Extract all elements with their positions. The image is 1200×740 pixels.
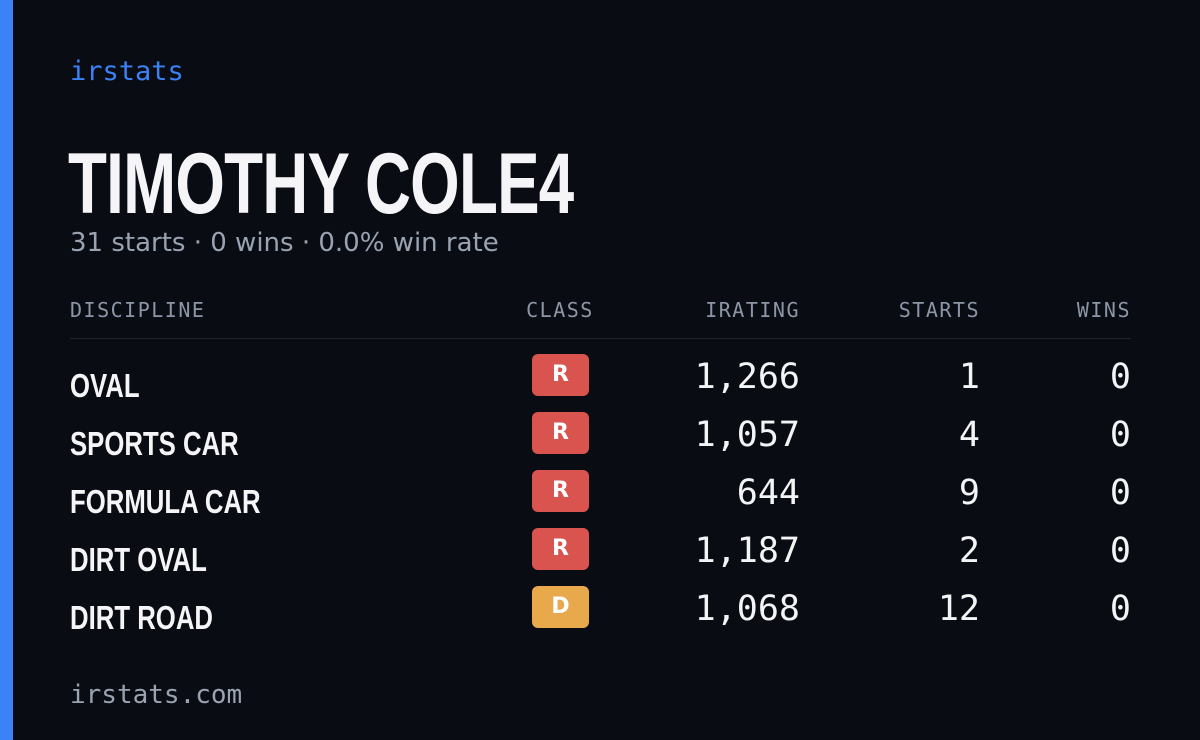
table-row: DIRT OVAL R 1,187 2 0 bbox=[70, 528, 1131, 586]
starts-value: 2 bbox=[958, 531, 980, 571]
discipline-name: FORMULA CAR bbox=[70, 483, 261, 520]
wins-value: 0 bbox=[1109, 357, 1131, 397]
wins-value: 0 bbox=[1109, 531, 1131, 571]
discipline-name: DIRT ROAD bbox=[70, 599, 213, 636]
class-badge: R bbox=[532, 412, 589, 454]
class-badge: R bbox=[532, 528, 589, 570]
discipline-name: SPORTS CAR bbox=[70, 425, 239, 462]
brand-logo: irstats bbox=[70, 56, 184, 87]
table-row: SPORTS CAR R 1,057 4 0 bbox=[70, 412, 1131, 470]
wins-value: 0 bbox=[1109, 473, 1131, 513]
class-badge: R bbox=[532, 354, 589, 396]
discipline-name: OVAL bbox=[70, 367, 140, 404]
irating-value: 1,187 bbox=[694, 531, 800, 571]
irating-value: 644 bbox=[736, 473, 800, 513]
starts-value: 12 bbox=[937, 589, 980, 629]
player-name: TIMOTHY COLE4 bbox=[68, 136, 574, 232]
starts-value: 9 bbox=[958, 473, 980, 513]
irating-value: 1,068 bbox=[694, 589, 800, 629]
class-badge: D bbox=[532, 586, 589, 628]
header-irating: IRATING bbox=[705, 298, 800, 322]
footer-url: irstats.com bbox=[70, 680, 243, 710]
wins-value: 0 bbox=[1109, 589, 1131, 629]
irating-value: 1,266 bbox=[694, 357, 800, 397]
wins-value: 0 bbox=[1109, 415, 1131, 455]
table-row: DIRT ROAD D 1,068 12 0 bbox=[70, 586, 1131, 644]
table-row: OVAL R 1,266 1 0 bbox=[70, 354, 1131, 412]
header-class: CLASS bbox=[526, 298, 594, 322]
starts-value: 1 bbox=[958, 357, 980, 397]
player-summary: 31 starts · 0 wins · 0.0% win rate bbox=[70, 228, 499, 258]
header-starts: STARTS bbox=[898, 298, 980, 322]
irating-value: 1,057 bbox=[694, 415, 800, 455]
discipline-name: DIRT OVAL bbox=[70, 541, 207, 578]
class-badge: R bbox=[532, 470, 589, 512]
starts-value: 4 bbox=[958, 415, 980, 455]
accent-bar bbox=[0, 0, 13, 740]
table-row: FORMULA CAR R 644 9 0 bbox=[70, 470, 1131, 528]
header-wins: WINS bbox=[1076, 298, 1131, 322]
table-header: DISCIPLINE CLASS IRATING STARTS WINS bbox=[70, 298, 1131, 339]
header-discipline: DISCIPLINE bbox=[70, 298, 206, 322]
